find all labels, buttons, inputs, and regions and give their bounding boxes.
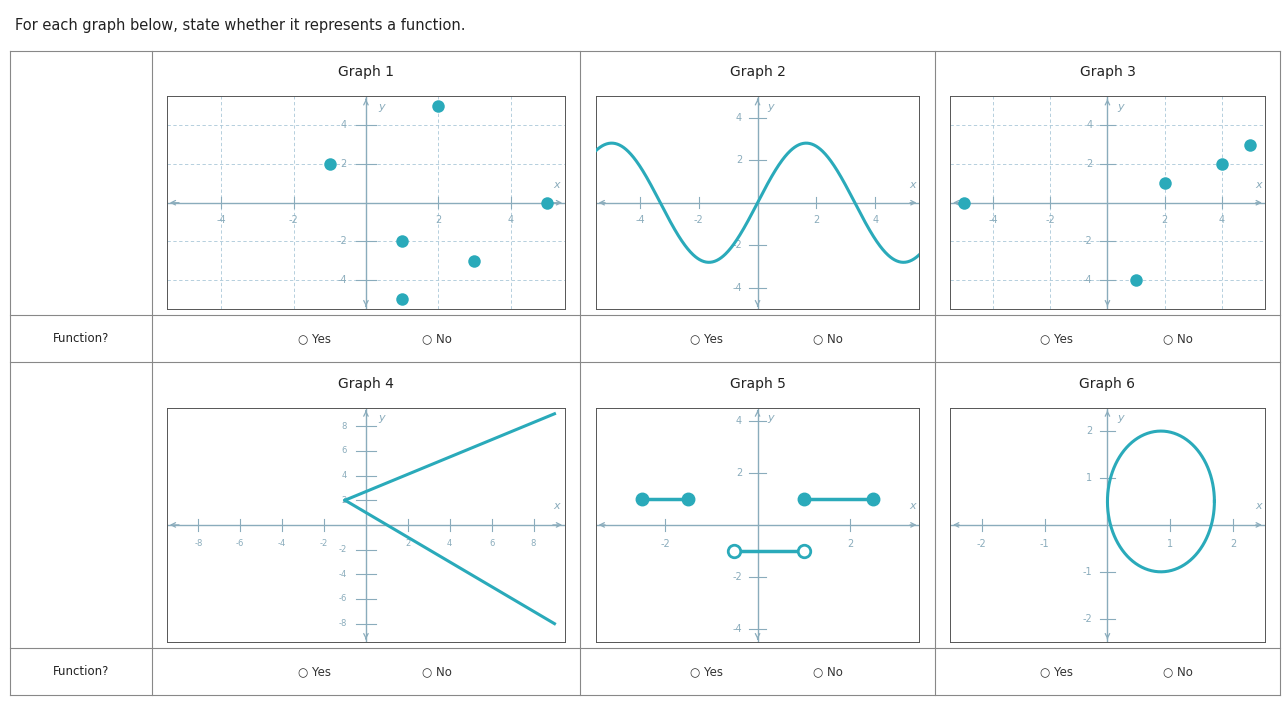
Text: -2: -2 [1082, 237, 1093, 246]
Text: y: y [1117, 413, 1124, 424]
Text: -2: -2 [732, 572, 742, 582]
Text: -6: -6 [339, 594, 347, 604]
Text: ○ Yes: ○ Yes [690, 665, 723, 678]
Text: ○ No: ○ No [421, 665, 452, 678]
Text: 2: 2 [406, 539, 411, 548]
Text: 1: 1 [1167, 539, 1174, 549]
Text: -8: -8 [339, 619, 347, 628]
Text: y: y [377, 413, 384, 424]
Text: 4: 4 [342, 471, 347, 480]
Text: ○ No: ○ No [1163, 332, 1193, 345]
Text: 2: 2 [736, 468, 742, 478]
Text: 6: 6 [342, 446, 347, 455]
Text: ○ No: ○ No [421, 332, 452, 345]
Text: -2: -2 [977, 539, 986, 549]
Text: -4: -4 [732, 624, 742, 634]
Text: -4: -4 [339, 570, 347, 578]
Text: 2: 2 [340, 159, 347, 169]
Text: -4: -4 [732, 283, 742, 293]
Text: -4: -4 [279, 539, 286, 548]
Text: 8: 8 [342, 421, 347, 431]
Text: ○ Yes: ○ Yes [298, 332, 331, 345]
Text: -2: -2 [693, 216, 704, 225]
Text: y: y [377, 101, 384, 111]
Text: -4: -4 [989, 216, 998, 225]
Text: -2: -2 [338, 237, 347, 246]
Text: Function?: Function? [53, 332, 109, 345]
Text: 2: 2 [1162, 216, 1167, 225]
Text: 8: 8 [530, 539, 537, 548]
Text: y: y [1117, 101, 1124, 111]
Text: 4: 4 [447, 539, 452, 548]
Text: For each graph below, state whether it represents a function.: For each graph below, state whether it r… [15, 18, 466, 33]
Text: -4: -4 [217, 216, 226, 225]
Text: 4: 4 [872, 216, 878, 225]
Text: -2: -2 [660, 539, 670, 549]
Text: 2: 2 [813, 216, 819, 225]
Text: 4: 4 [736, 416, 742, 426]
Text: -4: -4 [636, 216, 645, 225]
Text: ○ Yes: ○ Yes [1040, 332, 1072, 345]
Text: 6: 6 [489, 539, 494, 548]
Text: -1: -1 [1082, 567, 1093, 577]
Text: 2: 2 [847, 539, 853, 549]
Text: 2: 2 [342, 496, 347, 505]
Text: -1: -1 [1040, 539, 1049, 549]
Text: ○ Yes: ○ Yes [298, 665, 331, 678]
Text: 4: 4 [736, 112, 742, 122]
Text: x: x [553, 180, 560, 190]
Text: 4: 4 [1086, 120, 1093, 130]
Text: -2: -2 [320, 539, 329, 548]
Text: Graph 4: Graph 4 [338, 376, 394, 391]
Text: 1: 1 [1086, 473, 1093, 483]
Text: ○ Yes: ○ Yes [1040, 665, 1072, 678]
Text: -2: -2 [289, 216, 298, 225]
Text: 2: 2 [736, 155, 742, 165]
Text: Graph 1: Graph 1 [338, 65, 394, 80]
Text: y: y [768, 413, 774, 424]
Text: ○ No: ○ No [813, 665, 844, 678]
Text: Graph 3: Graph 3 [1080, 65, 1135, 80]
Text: -2: -2 [1045, 216, 1055, 225]
Text: x: x [553, 501, 560, 511]
Text: Graph 2: Graph 2 [729, 65, 786, 80]
Text: -6: -6 [236, 539, 244, 548]
Text: 2: 2 [1230, 539, 1236, 549]
Text: -4: -4 [1082, 275, 1093, 285]
Text: -2: -2 [339, 545, 347, 554]
Text: 4: 4 [1219, 216, 1225, 225]
Text: -2: -2 [732, 240, 742, 251]
Text: Function?: Function? [53, 665, 109, 678]
Text: ○ No: ○ No [1163, 665, 1193, 678]
Text: ○ No: ○ No [813, 332, 844, 345]
Text: x: x [1256, 180, 1262, 190]
Text: 4: 4 [507, 216, 514, 225]
Text: 2: 2 [1086, 159, 1093, 169]
Text: 2: 2 [1086, 426, 1093, 436]
Text: 4: 4 [340, 120, 347, 130]
Text: -8: -8 [194, 539, 203, 548]
Text: Graph 6: Graph 6 [1080, 376, 1135, 391]
Text: x: x [909, 501, 917, 511]
Text: Graph 5: Graph 5 [729, 376, 786, 391]
Text: 2: 2 [435, 216, 442, 225]
Text: x: x [1256, 501, 1262, 511]
Text: -2: -2 [1082, 614, 1093, 624]
Text: y: y [768, 101, 774, 111]
Text: -4: -4 [338, 275, 347, 285]
Text: ○ Yes: ○ Yes [690, 332, 723, 345]
Text: x: x [909, 180, 917, 190]
